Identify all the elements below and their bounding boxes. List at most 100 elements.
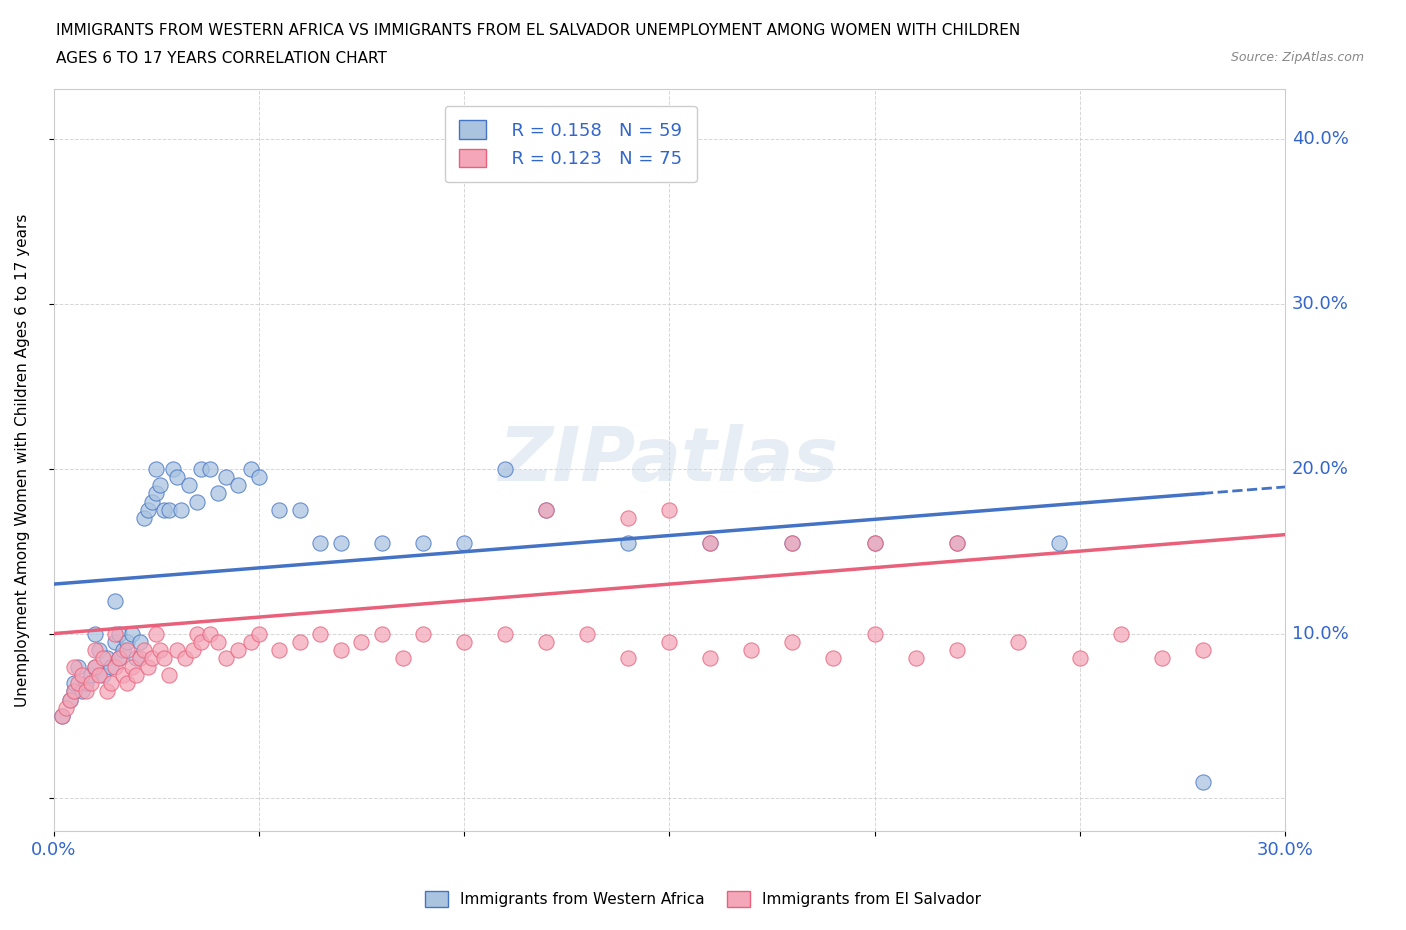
Point [63,675,86,690]
Point [617,651,640,666]
Point [247,626,270,641]
Point [699,536,721,551]
Point [329,536,352,551]
Text: ZIPatlas: ZIPatlas [499,424,839,497]
Point [157,668,180,683]
Point [166,470,188,485]
Point [699,651,721,666]
Point [153,502,176,517]
Point [412,626,434,641]
Point [72,684,94,698]
Point [72,668,94,683]
Point [228,643,250,658]
Point [181,643,204,658]
Point [350,634,373,649]
Text: AGES 6 TO 17 YEARS CORRELATION CHART: AGES 6 TO 17 YEARS CORRELATION CHART [56,51,387,66]
Point [136,659,159,674]
Text: 10.0%: 10.0% [1292,625,1348,643]
Point [228,478,250,493]
Point [904,651,927,666]
Point [79,675,101,690]
Point [145,626,167,641]
Point [112,668,135,683]
Point [1192,775,1215,790]
Point [83,626,105,641]
Point [117,675,139,690]
Point [288,502,311,517]
Point [190,634,212,649]
Text: IMMIGRANTS FROM WESTERN AFRICA VS IMMIGRANTS FROM EL SALVADOR UNEMPLOYMENT AMONG: IMMIGRANTS FROM WESTERN AFRICA VS IMMIGR… [56,23,1021,38]
Point [166,643,188,658]
Point [186,626,208,641]
Point [174,651,197,666]
Point [1192,643,1215,658]
Text: 30.0%: 30.0% [1292,295,1348,312]
Point [534,502,557,517]
Point [823,651,845,666]
Point [121,659,143,674]
Point [288,634,311,649]
Point [1007,634,1029,649]
Point [198,461,221,476]
Point [128,651,150,666]
Point [117,643,139,658]
Text: 40.0%: 40.0% [1292,130,1348,148]
Point [782,536,804,551]
Point [63,684,86,698]
Point [162,461,184,476]
Point [153,651,176,666]
Point [59,692,82,707]
Point [128,634,150,649]
Point [215,470,238,485]
Point [96,651,118,666]
Point [67,659,90,674]
Point [177,478,200,493]
Point [83,659,105,674]
Point [329,643,352,658]
Point [108,651,131,666]
Point [863,536,886,551]
Point [391,651,413,666]
Point [215,651,238,666]
Point [136,502,159,517]
Point [494,461,516,476]
Point [125,651,148,666]
Text: 20.0%: 20.0% [1292,459,1348,478]
Point [132,511,155,525]
Point [79,668,101,683]
Point [1047,536,1070,551]
Point [117,634,139,649]
Point [108,651,131,666]
Point [863,626,886,641]
Point [863,536,886,551]
Point [309,536,332,551]
Point [108,626,131,641]
Point [945,643,967,658]
Point [83,659,105,674]
Point [494,626,516,641]
Point [157,502,180,517]
Point [91,668,114,683]
Point [63,684,86,698]
Point [239,634,262,649]
Point [104,634,127,649]
Point [945,536,967,551]
Point [782,634,804,649]
Point [149,643,172,658]
Point [207,634,229,649]
Point [198,626,221,641]
Point [87,643,110,658]
Point [51,709,73,724]
Point [453,634,475,649]
Point [658,502,681,517]
Point [190,461,212,476]
Point [112,643,135,658]
Point [309,626,332,641]
Point [1150,651,1173,666]
Point [617,536,640,551]
Point [96,684,118,698]
Point [239,461,262,476]
Point [170,502,193,517]
Point [141,651,163,666]
Point [534,634,557,649]
